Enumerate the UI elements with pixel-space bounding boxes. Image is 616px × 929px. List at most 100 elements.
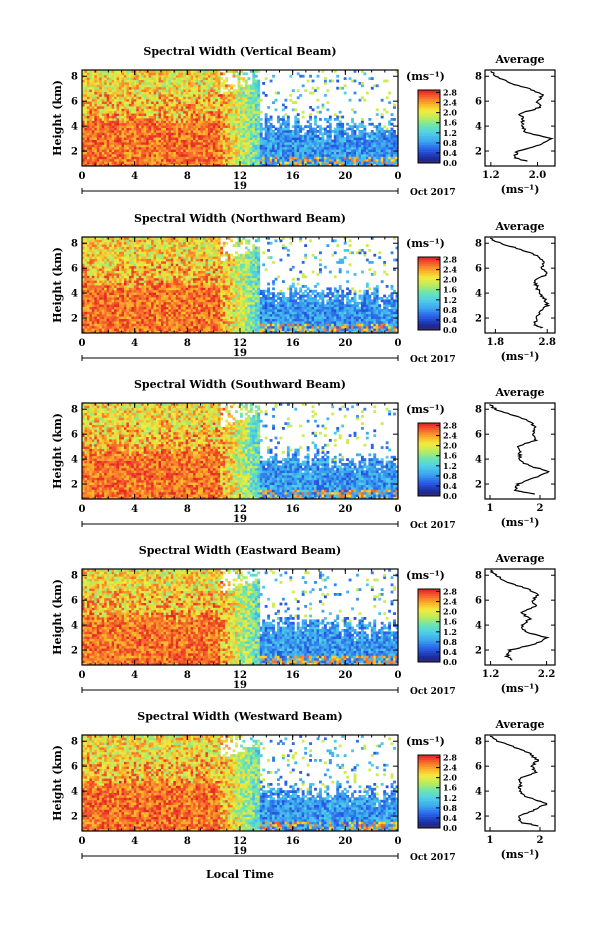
heatmap-cell	[99, 158, 103, 162]
heatmap-cell	[131, 86, 135, 90]
heatmap-cell	[126, 237, 130, 240]
heatmap-cell	[138, 311, 142, 315]
heatmap-cell	[249, 91, 253, 95]
heatmap-cell	[336, 161, 340, 164]
heatmap-cell	[210, 122, 214, 126]
heatmap-cell	[91, 246, 95, 250]
heatmap-cell	[281, 154, 285, 157]
heatmap-cell	[185, 125, 189, 128]
heatmap-cell	[202, 142, 206, 145]
heatmap-cell	[319, 130, 322, 133]
heatmap-cell	[156, 101, 159, 104]
heatmap-cell	[89, 299, 93, 303]
heatmap-cell	[207, 98, 211, 102]
heatmap-cell	[257, 115, 261, 119]
heatmap-cell	[175, 98, 179, 102]
heatmap-cell	[99, 146, 103, 150]
heatmap-cell	[257, 84, 261, 88]
heatmap-cell	[151, 146, 154, 150]
heatmap-cell	[104, 292, 108, 295]
heatmap-cell	[193, 91, 196, 95]
heatmap-cell	[99, 156, 103, 160]
heatmap-cell	[128, 289, 132, 293]
heatmap-cell	[190, 106, 194, 109]
heatmap-cell	[252, 156, 256, 160]
heatmap-cell	[89, 277, 93, 281]
heatmap-cell	[207, 139, 211, 143]
heatmap-cell	[210, 89, 214, 92]
heatmap-cell	[311, 151, 315, 155]
heatmap-cell	[205, 70, 209, 73]
heatmap-cell	[242, 132, 246, 136]
heatmap-cell	[126, 158, 130, 162]
heatmap-cell	[86, 122, 90, 126]
heatmap-cell	[121, 86, 125, 90]
heatmap-cell	[222, 163, 226, 167]
heatmap-cell	[151, 125, 154, 128]
heatmap-cell	[146, 134, 150, 138]
heatmap-cell	[215, 134, 219, 138]
heatmap-cell	[363, 72, 367, 76]
heatmap-cell	[86, 311, 90, 315]
heatmap-cell	[82, 70, 85, 73]
heatmap-cell	[114, 258, 117, 262]
heatmap-cell	[205, 110, 209, 114]
heatmap-cell	[170, 125, 174, 128]
heatmap-cell	[86, 84, 90, 88]
heatmap-cell	[232, 161, 236, 164]
heatmap-cell	[84, 285, 88, 288]
heatmap-cell	[128, 110, 132, 114]
heatmap-cell	[257, 132, 261, 136]
heatmap-cell	[116, 241, 120, 245]
heatmap-cell	[205, 77, 209, 80]
heatmap-cell	[114, 79, 117, 83]
heatmap-cell	[388, 122, 391, 126]
heatmap-cell	[358, 142, 362, 145]
heatmap-cell	[143, 144, 147, 148]
heatmap-cell	[126, 299, 130, 303]
heatmap-cell	[116, 154, 120, 157]
heatmap-cell	[82, 163, 85, 167]
heatmap-cell	[264, 127, 268, 131]
heatmap-cell	[244, 98, 248, 102]
colorbar-band	[418, 144, 440, 148]
heatmap-cell	[240, 156, 243, 160]
heatmap-cell	[299, 74, 303, 78]
heatmap-cell	[193, 118, 196, 121]
heatmap-cell	[277, 142, 280, 145]
heatmap-cell	[202, 139, 206, 143]
heatmap-cell	[99, 120, 103, 124]
heatmap-cell	[109, 275, 113, 279]
heatmap-cell	[123, 316, 127, 319]
heatmap-cell	[123, 101, 127, 104]
heatmap-cell	[119, 149, 122, 152]
heatmap-cell	[190, 130, 194, 133]
heatmap-cell	[240, 77, 243, 80]
heatmap-cell	[89, 239, 93, 243]
heatmap-cell	[146, 86, 150, 90]
heatmap-cell	[373, 149, 377, 152]
heatmap-cell	[111, 277, 115, 281]
heatmap-cell	[188, 146, 192, 150]
heatmap-cell	[94, 72, 98, 76]
heatmap-cell	[383, 134, 387, 138]
heatmap-cell	[343, 77, 347, 80]
heatmap-cell	[242, 79, 246, 83]
heatmap-cell	[365, 142, 369, 145]
heatmap-cell	[299, 130, 303, 133]
heatmap-cell	[198, 108, 201, 112]
heatmap-cell	[136, 79, 140, 83]
heatmap-cell	[294, 139, 298, 143]
heatmap-cell	[101, 323, 105, 327]
heatmap-cell	[207, 142, 211, 145]
heatmap-cell	[237, 82, 241, 85]
heatmap-cell	[89, 285, 93, 288]
heatmap-cell	[274, 91, 278, 95]
heatmap-cell	[123, 115, 127, 119]
heatmap-cell	[232, 163, 236, 167]
heatmap-cell	[89, 246, 93, 250]
heatmap-cell	[198, 82, 201, 85]
heatmap-cell	[99, 306, 103, 310]
heatmap-cell	[170, 96, 174, 100]
heatmap-cell	[168, 161, 172, 164]
